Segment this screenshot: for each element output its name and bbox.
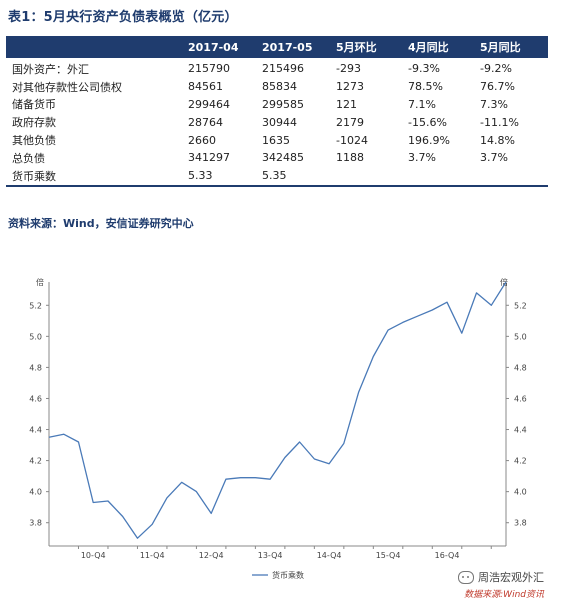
header-cell-may-mom: 5月环比 — [330, 36, 402, 58]
series-line-money-multiplier — [48, 281, 507, 539]
table-cell: 7.1% — [408, 97, 436, 111]
table-row: 货币乘数 5.33 5.35 — [6, 167, 548, 185]
header-cell-item — [6, 36, 182, 58]
table-row: 其他负债 2660 1635 -1024 196.9% 14.8% — [6, 131, 548, 149]
x-tick-label: 11-Q4 — [140, 551, 165, 560]
header-cell-apr-yoy: 4月同比 — [402, 36, 474, 58]
table-title: 表1：5月央行资产负债表概览（亿元） — [8, 10, 238, 25]
table-cell: 84561 — [188, 80, 223, 94]
row-label: 政府存款 — [12, 116, 56, 130]
table-row: 政府存款 28764 30944 2179 -15.6% -11.1% — [6, 113, 548, 131]
table-cell: 299464 — [188, 97, 230, 111]
y-tick-label-left: 4.2 — [29, 457, 42, 466]
x-tick-label: 16-Q4 — [435, 551, 460, 560]
table-cell: -9.3% — [408, 62, 440, 76]
money-multiplier-chart: 倍 倍 3.8 3.8 4.0 4.0 4.2 4.2 4.4 4.4 4.6 4.6 4.8 4.8 5.… — [0, 268, 566, 612]
y-tick-label-left: 4.4 — [29, 426, 42, 435]
y-tick-label-right: 5.2 — [514, 301, 527, 310]
table-cell: 76.7% — [480, 80, 515, 94]
watermark-source: 数据来源:Wind资讯 — [464, 590, 544, 600]
y-tick-label-left: 4.0 — [29, 488, 42, 497]
row-label: 对其他存款性公司债权 — [12, 80, 122, 94]
table-cell: 1635 — [262, 133, 290, 147]
y-tick-label-left: 4.6 — [29, 394, 42, 403]
y-unit-left: 倍 — [36, 277, 44, 287]
y-tick-label-left: 5.0 — [29, 332, 42, 341]
y-tick-label-right: 4.6 — [514, 394, 527, 403]
table-cell: 5.35 — [262, 169, 287, 183]
x-tick-label: 14-Q4 — [317, 551, 342, 560]
x-tick-label: 10-Q4 — [81, 551, 106, 560]
x-tick-label: 13-Q4 — [258, 551, 283, 560]
row-label: 其他负债 — [12, 134, 56, 148]
table-cell: 342485 — [262, 151, 304, 165]
table-cell: 1188 — [336, 151, 364, 165]
table-cell: 85834 — [262, 80, 297, 94]
table-cell: 1273 — [336, 80, 364, 94]
table-row: 对其他存款性公司债权 84561 85834 1273 78.5% 76.7% — [6, 78, 548, 96]
table-cell: 196.9% — [408, 133, 450, 147]
row-label: 国外资产：外汇 — [12, 62, 89, 76]
table-cell: 14.8% — [480, 133, 515, 147]
table-cell: 215790 — [188, 62, 230, 76]
table-cell: -1024 — [336, 133, 368, 147]
balance-sheet-table: 2017-04 2017-05 5月环比 4月同比 5月同比 国外资产：外汇 21… — [6, 36, 548, 187]
table-cell: 28764 — [188, 115, 223, 129]
y-tick-label-left: 4.8 — [29, 363, 42, 372]
table-cell — [474, 167, 548, 185]
table-cell: 3.7% — [480, 151, 508, 165]
y-tick-label-left: 5.2 — [29, 301, 42, 310]
table-cell — [402, 167, 474, 185]
header-cell-may-yoy: 5月同比 — [474, 36, 548, 58]
y-tick-label-right: 4.4 — [514, 426, 527, 435]
x-tick-label: 15-Q4 — [376, 551, 401, 560]
row-label: 总负债 — [12, 151, 45, 165]
table-cell: -293 — [336, 62, 361, 76]
watermark: 周浩宏观外汇 数据来源:Wind资讯 — [458, 569, 544, 600]
table-cell: 78.5% — [408, 80, 443, 94]
y-tick-label-right: 5.0 — [514, 332, 527, 341]
table-cell: -9.2% — [480, 62, 512, 76]
table-row: 总负债 341297 342485 1188 3.7% 3.7% — [6, 149, 548, 167]
header-cell-2017-05: 2017-05 — [256, 36, 330, 58]
table-cell: 2179 — [336, 115, 364, 129]
table-cell: -11.1% — [480, 115, 519, 129]
table-cell: 215496 — [262, 62, 304, 76]
table-cell: 3.7% — [408, 151, 436, 165]
y-unit-right: 倍 — [500, 277, 508, 287]
row-label: 货币乘数 — [12, 169, 56, 183]
table-cell: -15.6% — [408, 115, 447, 129]
y-tick-label-right: 3.8 — [514, 519, 527, 528]
table-cell — [330, 167, 402, 185]
table-header-row: 2017-04 2017-05 5月环比 4月同比 5月同比 — [6, 36, 548, 58]
table-row: 储备货币 299464 299585 121 7.1% 7.3% — [6, 96, 548, 114]
y-tick-label-right: 4.8 — [514, 363, 527, 372]
table-cell: 30944 — [262, 115, 297, 129]
table-cell: 5.33 — [188, 169, 213, 183]
table-cell: 2660 — [188, 133, 216, 147]
x-tick-label: 12-Q4 — [199, 551, 224, 560]
y-tick-label-right: 4.2 — [514, 457, 527, 466]
watermark-name: 周浩宏观外汇 — [478, 571, 544, 584]
table-cell: 299585 — [262, 97, 304, 111]
y-tick-label-right: 4.0 — [514, 488, 527, 497]
table-row: 国外资产：外汇 215790 215496 -293 -9.3% -9.2% — [6, 58, 548, 78]
y-tick-label-left: 3.8 — [29, 519, 42, 528]
legend-label: 货币乘数 — [272, 570, 304, 580]
chart-svg: 倍 倍 3.8 3.8 4.0 4.0 4.2 4.2 4.4 4.4 4.6 4.6 4.8 4.8 5.… — [29, 277, 527, 580]
header-cell-2017-04: 2017-04 — [182, 36, 256, 58]
table-cell: 341297 — [188, 151, 230, 165]
wechat-icon — [458, 570, 474, 584]
row-label: 储备货币 — [12, 98, 56, 112]
table-cell: 121 — [336, 97, 357, 111]
table-cell: 7.3% — [480, 97, 508, 111]
source-note: 资料来源：Wind，安信证券研究中心 — [8, 217, 194, 230]
